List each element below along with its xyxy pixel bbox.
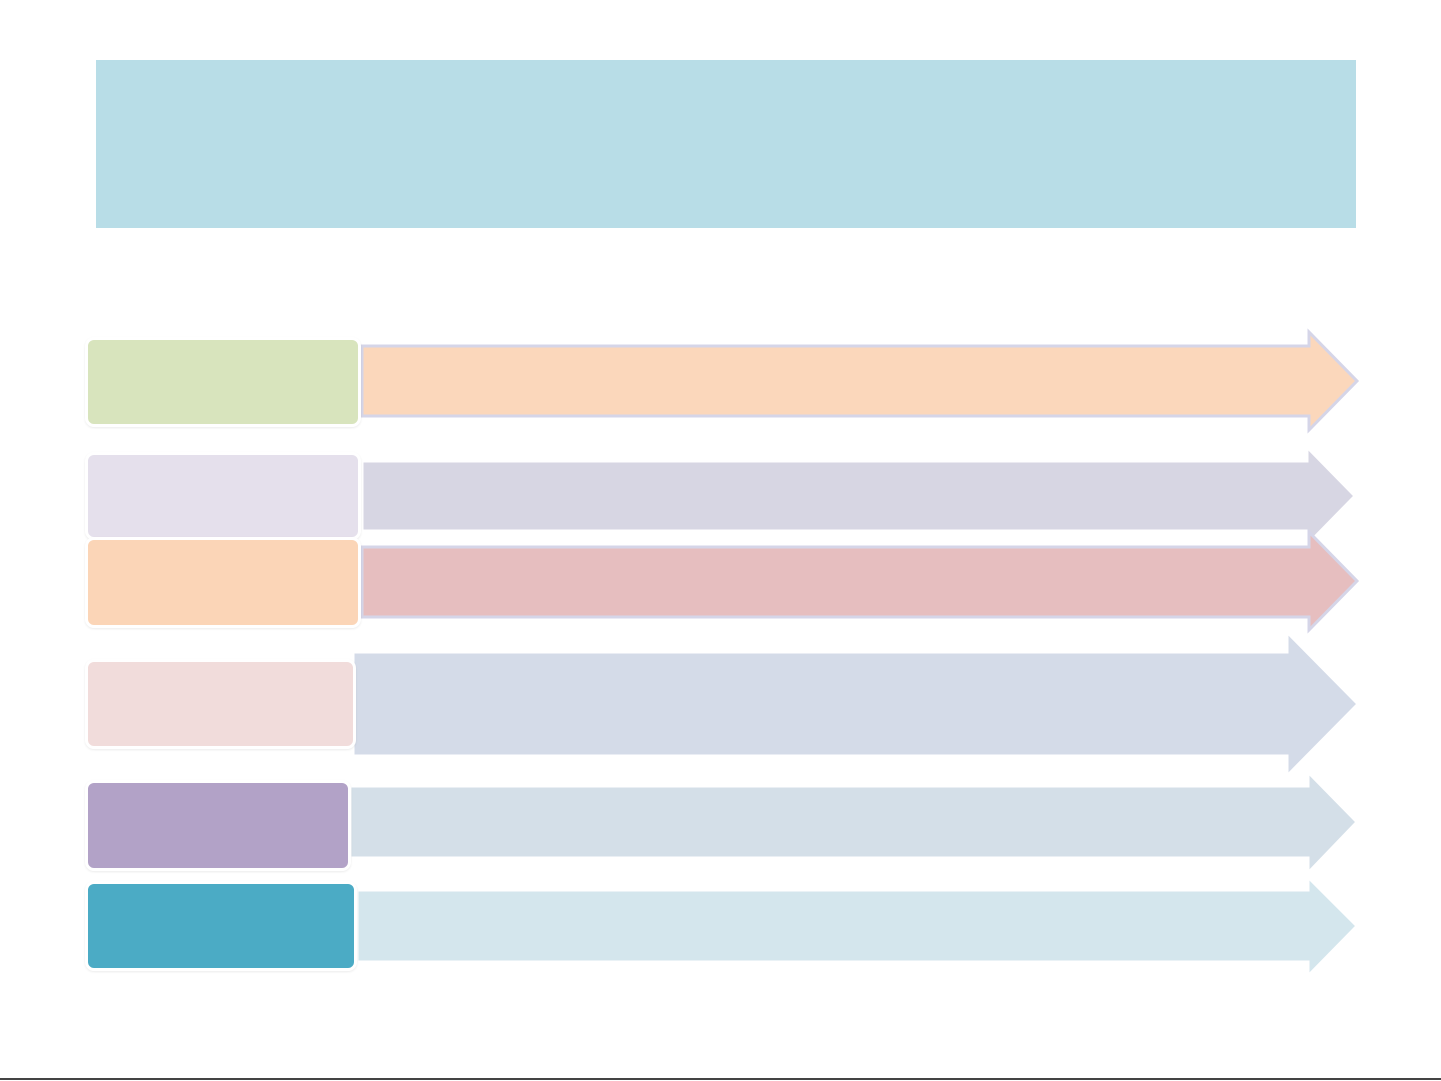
arrow-4 — [351, 628, 1361, 780]
row-1-box — [85, 337, 361, 427]
arrow-4-text — [360, 652, 1260, 756]
arrow-5-text — [355, 786, 1255, 858]
row-2-box — [85, 452, 361, 540]
arrow-4-shape — [351, 628, 1361, 780]
row-5-box — [85, 780, 351, 871]
arrow-5-shape — [348, 768, 1360, 877]
row-3-box — [85, 537, 361, 628]
arrow-2 — [360, 443, 1358, 549]
arrow-3-shape — [360, 528, 1360, 634]
arrow-1-shape — [360, 328, 1360, 434]
arrow-3 — [360, 528, 1360, 634]
arrow-5 — [348, 768, 1360, 877]
arrow-6-shape — [355, 873, 1360, 980]
title-banner — [96, 60, 1356, 228]
arrow-2-text — [365, 461, 1265, 531]
arrow-3-text — [365, 547, 1265, 617]
bottom-rule — [0, 1078, 1441, 1080]
row-6-box — [85, 881, 357, 971]
row-4-box — [85, 659, 356, 749]
arrow-1 — [360, 328, 1360, 434]
arrow-1-text — [365, 346, 1265, 416]
arrow-6-text — [362, 890, 1262, 962]
arrow-6 — [355, 873, 1360, 980]
arrow-2-shape — [360, 443, 1358, 549]
